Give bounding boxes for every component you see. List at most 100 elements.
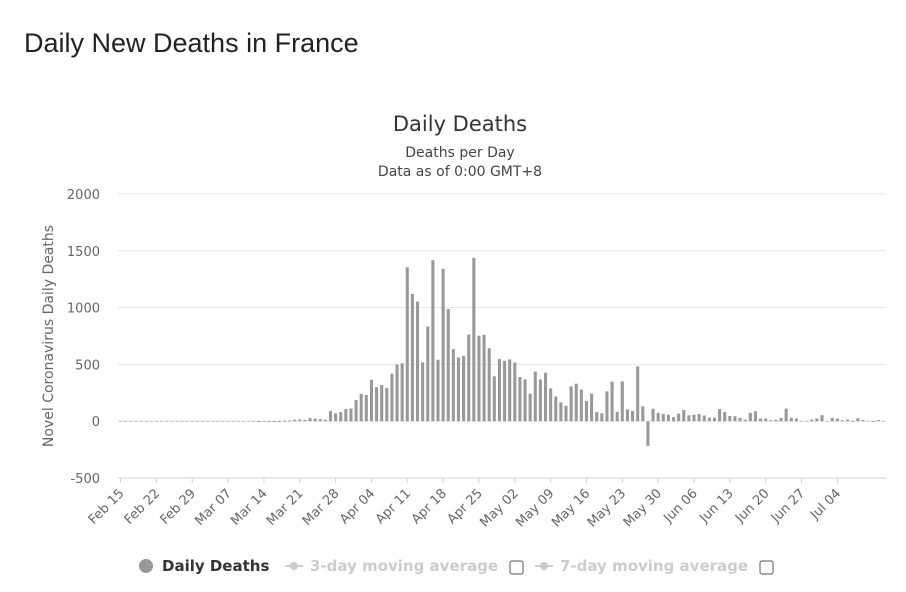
bar[interactable] bbox=[743, 419, 747, 422]
bar[interactable] bbox=[789, 417, 793, 422]
bar[interactable] bbox=[175, 420, 179, 422]
bar[interactable] bbox=[492, 376, 496, 422]
bar[interactable] bbox=[646, 421, 650, 446]
bar[interactable] bbox=[636, 366, 640, 422]
bar[interactable] bbox=[682, 410, 686, 422]
bar[interactable] bbox=[574, 383, 578, 422]
bar[interactable] bbox=[605, 391, 609, 422]
bar[interactable] bbox=[538, 379, 542, 422]
bar[interactable] bbox=[405, 267, 409, 422]
bar[interactable] bbox=[799, 420, 804, 422]
bar[interactable] bbox=[467, 334, 471, 422]
bar[interactable] bbox=[328, 410, 333, 422]
bar[interactable] bbox=[856, 418, 860, 422]
bar[interactable] bbox=[231, 420, 235, 422]
bar[interactable] bbox=[236, 420, 240, 422]
bar[interactable] bbox=[851, 420, 855, 422]
bar[interactable] bbox=[764, 418, 768, 422]
bar[interactable] bbox=[564, 405, 568, 422]
bar[interactable] bbox=[154, 420, 158, 422]
bar[interactable] bbox=[641, 406, 645, 422]
bar[interactable] bbox=[159, 420, 164, 422]
bar[interactable] bbox=[139, 420, 143, 422]
bar[interactable] bbox=[748, 412, 752, 422]
bar[interactable] bbox=[272, 420, 276, 422]
bar[interactable] bbox=[718, 409, 722, 422]
bar[interactable] bbox=[759, 418, 763, 422]
bar[interactable] bbox=[134, 420, 138, 422]
bar[interactable] bbox=[477, 335, 481, 422]
bar[interactable] bbox=[692, 414, 696, 422]
bar[interactable] bbox=[415, 301, 420, 422]
bar[interactable] bbox=[395, 364, 399, 422]
bar[interactable] bbox=[753, 411, 757, 422]
bar[interactable] bbox=[508, 359, 512, 422]
bar[interactable] bbox=[620, 381, 624, 422]
bar[interactable] bbox=[610, 381, 614, 422]
bar[interactable] bbox=[671, 417, 676, 422]
bar[interactable] bbox=[697, 414, 701, 422]
bar[interactable] bbox=[129, 420, 133, 422]
bar[interactable] bbox=[323, 419, 327, 422]
bar[interactable] bbox=[221, 420, 225, 422]
bar[interactable] bbox=[651, 408, 655, 422]
bar[interactable] bbox=[559, 402, 563, 422]
bar[interactable] bbox=[840, 420, 845, 422]
bar[interactable] bbox=[497, 359, 501, 422]
bar[interactable] bbox=[456, 357, 461, 422]
bar[interactable] bbox=[482, 334, 486, 422]
bar[interactable] bbox=[318, 419, 322, 422]
bar[interactable] bbox=[267, 420, 271, 422]
bar[interactable] bbox=[625, 409, 629, 422]
bar[interactable] bbox=[149, 420, 153, 422]
bar[interactable] bbox=[359, 393, 363, 422]
bar[interactable] bbox=[528, 393, 532, 422]
bar[interactable] bbox=[723, 411, 727, 422]
bar[interactable] bbox=[400, 363, 404, 422]
bar[interactable] bbox=[728, 415, 732, 422]
bar[interactable] bbox=[262, 420, 266, 422]
bar[interactable] bbox=[421, 362, 425, 422]
bar[interactable] bbox=[349, 408, 353, 422]
bar[interactable] bbox=[518, 377, 522, 422]
bar[interactable] bbox=[277, 420, 281, 422]
bar[interactable] bbox=[881, 420, 885, 422]
bar[interactable] bbox=[185, 420, 189, 422]
bar[interactable] bbox=[170, 420, 174, 422]
bar[interactable] bbox=[472, 257, 476, 422]
bar[interactable] bbox=[124, 420, 128, 422]
bar[interactable] bbox=[738, 417, 742, 422]
bar[interactable] bbox=[835, 418, 839, 422]
bar[interactable] bbox=[600, 413, 604, 422]
bar[interactable] bbox=[441, 268, 445, 422]
bar[interactable] bbox=[661, 413, 665, 422]
bar[interactable] bbox=[554, 396, 558, 422]
bar[interactable] bbox=[794, 418, 798, 422]
bar[interactable] bbox=[815, 418, 819, 422]
bar[interactable] bbox=[206, 420, 210, 422]
bar[interactable] bbox=[784, 408, 788, 422]
bar[interactable] bbox=[282, 420, 286, 422]
bar[interactable] bbox=[702, 415, 706, 422]
bar[interactable] bbox=[487, 348, 491, 422]
bar[interactable] bbox=[144, 420, 148, 422]
bar[interactable] bbox=[180, 420, 184, 422]
bar[interactable] bbox=[631, 410, 635, 422]
bar[interactable] bbox=[195, 420, 199, 422]
bar[interactable] bbox=[533, 371, 537, 422]
bar[interactable] bbox=[369, 379, 373, 422]
bar[interactable] bbox=[503, 360, 507, 422]
bar[interactable] bbox=[687, 415, 691, 422]
bar[interactable] bbox=[446, 309, 450, 422]
bar[interactable] bbox=[252, 420, 256, 422]
bar[interactable] bbox=[595, 412, 599, 422]
bar[interactable] bbox=[820, 415, 824, 422]
bar[interactable] bbox=[339, 412, 343, 422]
legend-checkbox-3day[interactable] bbox=[509, 560, 524, 575]
bar[interactable] bbox=[615, 411, 619, 422]
bar[interactable] bbox=[426, 326, 430, 422]
bar[interactable] bbox=[830, 417, 834, 422]
bar[interactable] bbox=[451, 349, 455, 422]
bar[interactable] bbox=[308, 418, 312, 422]
bar[interactable] bbox=[712, 417, 717, 422]
